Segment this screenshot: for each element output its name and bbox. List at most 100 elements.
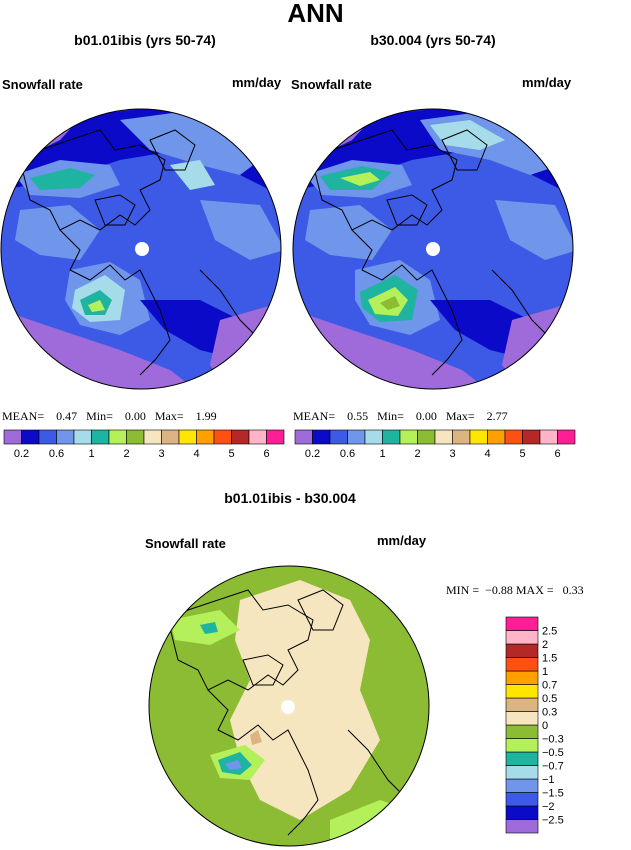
min-value: 0.00 — [415, 409, 437, 423]
colorbar-swatch — [248, 429, 267, 445]
colorbar-tick-label: 5 — [519, 448, 525, 460]
colorbar-swatch — [56, 429, 75, 445]
colorbar-swatch — [21, 429, 40, 445]
colorbar-swatch — [505, 616, 539, 631]
colorbar-swatch — [231, 429, 250, 445]
colorbar-swatch — [505, 792, 539, 807]
colorbar-swatch — [452, 429, 471, 445]
colorbar-swatch — [417, 429, 436, 445]
colorbar-swatch — [294, 429, 313, 445]
colorbar-tick-label: 0.7 — [542, 680, 557, 692]
colorbar-tick-label: 0.5 — [542, 693, 557, 705]
colorbar-panel2: 0.2 0.6 1 2 3 4 5 6 — [294, 429, 576, 460]
colorbar-swatch — [312, 429, 331, 445]
colorbar-tick-label: 0.6 — [340, 448, 355, 460]
diff-variable: Snowfall rate — [145, 536, 226, 551]
panel2-units: mm/day — [522, 75, 572, 90]
panel1-units: mm/day — [232, 75, 282, 90]
colorbar-tick-label: −2.5 — [542, 815, 564, 827]
colorbar-swatch — [108, 429, 127, 445]
colorbar-tick-label: 0.6 — [49, 448, 64, 460]
panel1-variable: Snowfall rate — [2, 77, 83, 92]
colorbar-tick-label: 4 — [484, 448, 490, 460]
colorbar-swatch — [329, 429, 348, 445]
colorbar-swatch — [469, 429, 488, 445]
page-title: ANN — [287, 0, 344, 28]
colorbar-swatch — [347, 429, 366, 445]
colorbar-tick-label: −2 — [542, 801, 555, 813]
panel1-title: b01.01ibis (yrs 50-74) — [74, 32, 216, 48]
colorbar-swatch — [213, 429, 232, 445]
colorbar-swatch — [487, 429, 506, 445]
colorbar-swatch — [557, 429, 576, 445]
colorbar-swatch — [505, 805, 539, 820]
max-label: Max= — [445, 409, 475, 423]
pole-mask — [135, 242, 149, 256]
max-label: Max= — [154, 409, 184, 423]
mean-value: 0.55 — [347, 409, 369, 423]
colorbar-tick-label: 3 — [158, 448, 164, 460]
colorbar-tick-label: 2 — [123, 448, 129, 460]
colorbar-swatch — [178, 429, 197, 445]
colorbar-tick-label: −1 — [542, 774, 555, 786]
colorbar-swatch — [505, 643, 539, 658]
min-label: Min= — [86, 409, 113, 423]
map3-fill — [149, 566, 429, 846]
colorbar-tick-label: 2 — [414, 448, 420, 460]
panel2-variable: Snowfall rate — [291, 77, 372, 92]
colorbar-swatch — [505, 684, 539, 699]
colorbar-swatch — [73, 429, 92, 445]
panel2-title: b30.004 (yrs 50-74) — [370, 32, 496, 48]
colorbar-tick-label: −0.3 — [542, 734, 564, 746]
colorbar-tick-label: 0.3 — [542, 707, 557, 719]
min-value: 0.00 — [124, 409, 146, 423]
colorbar-swatch — [505, 778, 539, 793]
min-value: −0.88 — [485, 583, 513, 597]
colorbar-tick-label: 0 — [542, 720, 548, 732]
colorbar-swatch — [505, 751, 539, 766]
colorbar-tick-label: 0.2 — [14, 448, 29, 460]
colorbar-tick-label: 6 — [554, 448, 560, 460]
colorbar-swatch — [539, 429, 558, 445]
colorbar-swatch — [399, 429, 418, 445]
colorbar-swatch — [364, 429, 383, 445]
max-value: 0.33 — [562, 583, 584, 597]
max-value: 2.77 — [486, 409, 508, 423]
min-label: Min= — [377, 409, 404, 423]
colorbar-swatch — [505, 711, 539, 726]
mean-label: MEAN= — [293, 409, 336, 423]
colorbar-tick-label: 2.5 — [542, 626, 557, 638]
colorbar-swatch — [505, 724, 539, 739]
colorbar-swatch — [505, 738, 539, 753]
colorbar-swatch — [505, 697, 539, 712]
colorbar-tick-label: 1 — [379, 448, 385, 460]
colorbar-swatch — [382, 429, 401, 445]
colorbar-swatch — [505, 819, 539, 834]
colorbar-swatch — [143, 429, 162, 445]
colorbar-tick-label: −1.5 — [542, 788, 564, 800]
colorbar-swatch — [504, 429, 523, 445]
colorbar-swatch — [38, 429, 57, 445]
colorbar-swatch — [522, 429, 541, 445]
colorbar-swatch — [434, 429, 453, 445]
colorbar-swatch — [505, 765, 539, 780]
colorbar-tick-label: 1.5 — [542, 653, 557, 665]
panel1-stats: MEAN= 0.47 Min= 0.00 Max= 1.99 — [2, 409, 217, 424]
colorbar-swatch — [505, 630, 539, 645]
colorbar-swatch — [3, 429, 22, 445]
colorbar-diff: −2.5 −2−1.5 −1−0.7 −0.5−0.3 00.3 0.50.7 11.5 22… — [505, 616, 564, 834]
colorbar-tick-label: −0.5 — [542, 747, 564, 759]
panel2-stats: MEAN= 0.55 Min= 0.00 Max= 2.77 — [293, 409, 508, 424]
colorbar-panel1: 0.2 0.6 1 2 3 4 5 6 — [3, 429, 285, 460]
colorbar-swatch — [266, 429, 285, 445]
colorbar-tick-label: 3 — [449, 448, 455, 460]
max-value: 1.99 — [195, 409, 217, 423]
colorbar-swatch — [126, 429, 145, 445]
colorbar-swatch — [196, 429, 215, 445]
colorbar-tick-label: 6 — [263, 448, 269, 460]
min-label: MIN = — [446, 583, 480, 597]
max-label: MAX = — [515, 583, 554, 597]
colorbar-swatch — [161, 429, 180, 445]
colorbar-swatch — [505, 657, 539, 672]
